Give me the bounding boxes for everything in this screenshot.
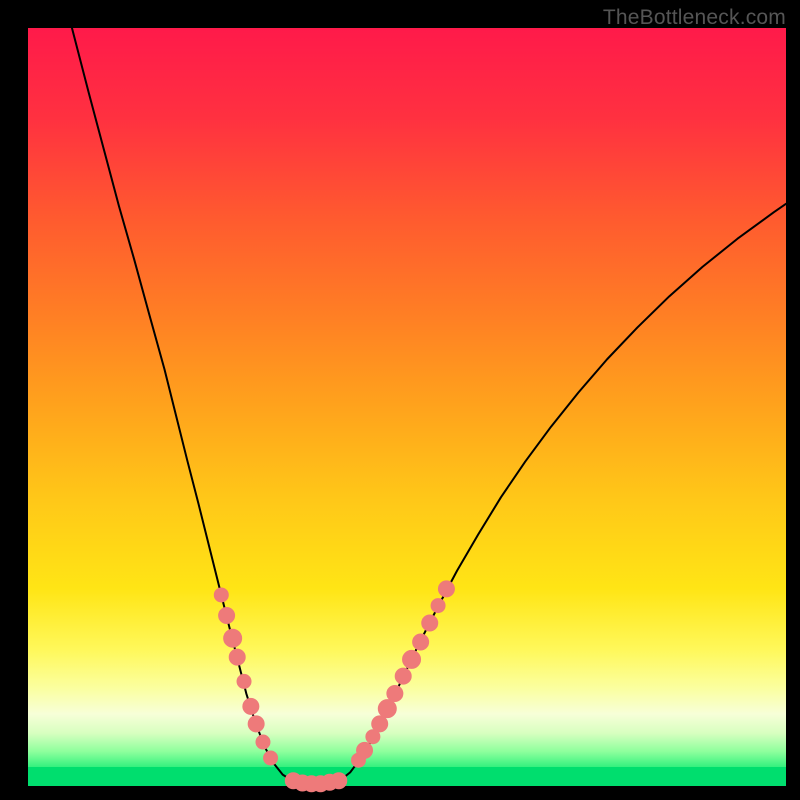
data-marker [422,615,438,631]
data-marker [224,629,242,647]
v-curve-path [72,28,786,784]
data-marker [243,698,259,714]
data-marker [237,674,251,688]
data-marker [438,581,454,597]
data-marker [387,686,403,702]
data-marker [413,634,429,650]
data-marker [372,716,388,732]
data-marker [214,588,228,602]
data-marker [357,742,373,758]
watermark-text: TheBottleneck.com [603,6,786,30]
curve-plot [0,0,800,800]
data-marker [248,716,264,732]
data-marker [229,649,245,665]
chart-stage: TheBottleneck.com [0,0,800,800]
data-marker [378,700,396,718]
data-marker [256,735,270,749]
data-marker [431,599,445,613]
data-marker [264,751,278,765]
data-marker [219,607,235,623]
data-marker [395,668,411,684]
marker-group [214,581,454,792]
data-marker [403,650,421,668]
data-marker [331,773,347,789]
